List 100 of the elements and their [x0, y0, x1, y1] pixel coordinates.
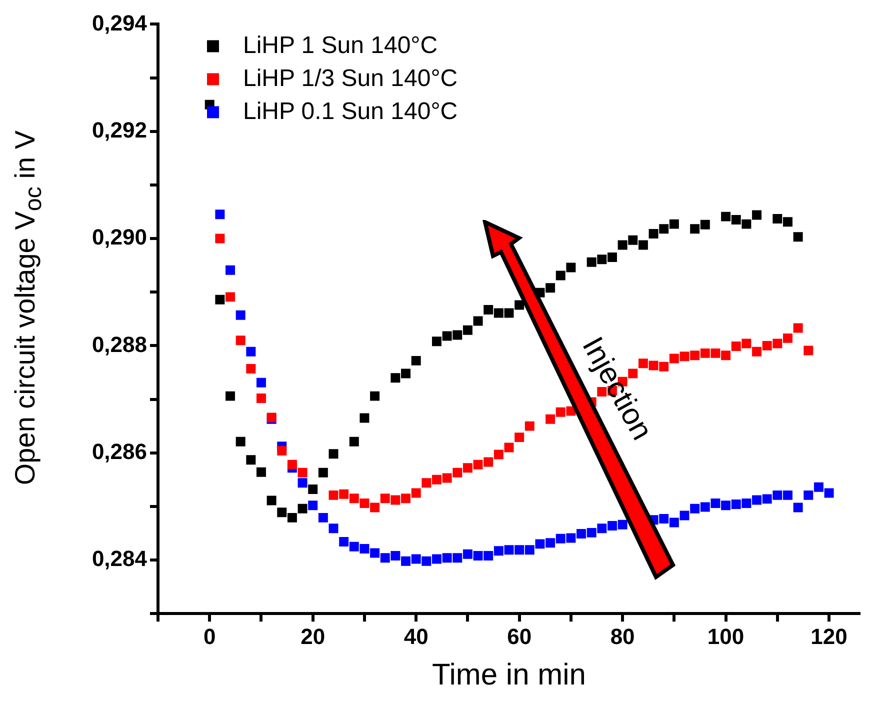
point [452, 553, 462, 563]
y-tick-label: 0,292 [92, 117, 147, 142]
point [452, 468, 462, 478]
x-tick-label: 120 [810, 624, 848, 649]
point [422, 478, 432, 488]
point [462, 463, 472, 473]
point [576, 529, 586, 539]
point [597, 254, 607, 264]
point [804, 346, 814, 356]
x-tick-label: 60 [507, 624, 532, 649]
point [256, 467, 266, 477]
point [370, 548, 380, 558]
point [246, 346, 256, 356]
point [308, 484, 318, 494]
point [680, 510, 690, 520]
point [772, 214, 782, 224]
point [339, 537, 349, 547]
point [514, 300, 524, 310]
point [700, 502, 710, 512]
point [546, 538, 556, 548]
point [390, 495, 400, 505]
point [546, 414, 556, 424]
point [607, 252, 617, 262]
point [586, 528, 596, 538]
point [349, 436, 359, 446]
x-tick-label: 80 [610, 624, 635, 649]
point [504, 308, 514, 318]
point [772, 490, 782, 500]
point [442, 473, 452, 483]
point [370, 391, 380, 401]
point [504, 545, 514, 555]
point [752, 210, 762, 220]
point [494, 308, 504, 318]
point [824, 488, 834, 498]
point [514, 545, 524, 555]
point [742, 498, 752, 508]
point [298, 504, 308, 514]
point [648, 360, 658, 370]
y-tick-label: 0,284 [92, 546, 148, 572]
point [484, 457, 494, 467]
point [226, 391, 236, 401]
point [256, 393, 266, 403]
point [556, 534, 566, 544]
point [277, 508, 287, 518]
point [236, 336, 246, 346]
point [721, 500, 731, 510]
point [762, 494, 772, 504]
point [669, 354, 679, 364]
point [546, 283, 556, 293]
point [484, 305, 494, 315]
point [556, 407, 566, 417]
y-tick-label: 0,286 [92, 438, 147, 464]
point [618, 240, 628, 250]
x-axis-title: Time in min [432, 658, 586, 692]
point [226, 292, 236, 302]
point [494, 546, 504, 556]
point [721, 350, 731, 360]
point [380, 494, 390, 504]
point [752, 495, 762, 505]
point [215, 294, 225, 304]
point [432, 554, 442, 564]
point [442, 331, 452, 341]
point [742, 219, 752, 229]
point [411, 554, 421, 564]
point [566, 262, 576, 272]
point [370, 502, 380, 512]
point [473, 550, 483, 560]
point [360, 413, 370, 423]
point [524, 545, 534, 555]
y-tick-label: 0,294 [92, 10, 148, 36]
point [710, 498, 720, 508]
point [556, 270, 566, 280]
point [298, 468, 308, 478]
point [793, 232, 803, 242]
point [411, 356, 421, 366]
point [328, 490, 338, 500]
point [390, 550, 400, 560]
point [236, 436, 246, 446]
point [700, 220, 710, 230]
point [360, 498, 370, 508]
point [597, 524, 607, 534]
point [484, 550, 494, 560]
point [607, 520, 617, 530]
point [246, 364, 256, 374]
point [432, 336, 442, 346]
point [473, 316, 483, 326]
point [287, 460, 297, 470]
point [308, 500, 318, 510]
x-tick-label: 100 [707, 624, 744, 649]
point [401, 368, 411, 378]
point [287, 512, 297, 522]
point [360, 544, 370, 554]
x-tick-label: 0 [203, 624, 216, 649]
point [442, 553, 452, 563]
point [462, 325, 472, 335]
point [586, 257, 596, 267]
point [236, 310, 246, 320]
point [680, 352, 690, 362]
point [804, 490, 814, 500]
point [814, 482, 824, 492]
